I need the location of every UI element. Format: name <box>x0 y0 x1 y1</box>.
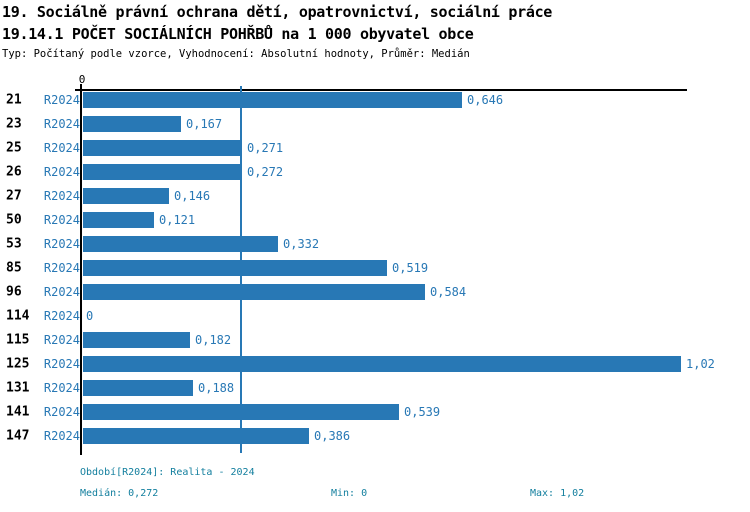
row-category-label: 147 <box>6 428 30 444</box>
bar <box>83 356 681 372</box>
row-period-label: R2024 <box>43 429 80 443</box>
row-period-label: R2024 <box>43 141 80 155</box>
y-axis-line <box>80 84 82 455</box>
row-period-label: R2024 <box>43 261 80 275</box>
row-period-label: R2024 <box>43 93 80 107</box>
footer-median-stat: Medián: 0,272 <box>80 488 159 499</box>
row-category-label: 114 <box>6 308 30 324</box>
row-category-label: 131 <box>6 380 30 396</box>
bar <box>83 428 309 444</box>
row-category-label: 21 <box>6 92 22 108</box>
footer-period-info: Období[R2024]: Realita - 2024 <box>80 467 255 478</box>
bar-row: 141 R2024 0,539 <box>0 400 750 424</box>
bar <box>83 380 193 396</box>
row-category-label: 23 <box>6 116 22 132</box>
row-period-label: R2024 <box>43 405 80 419</box>
bar-row: 26 R2024 0,272 <box>0 160 750 184</box>
bar <box>83 212 154 228</box>
footer-max-stat: Max: 1,02 <box>530 488 585 499</box>
row-period-label: R2024 <box>43 285 80 299</box>
chart-subtitle: Typ: Počítaný podle vzorce, Vyhodnocení:… <box>2 48 470 60</box>
bar-row: 53 R2024 0,332 <box>0 232 750 256</box>
row-category-label: 141 <box>6 404 30 420</box>
bar-row: 125 R2024 1,02 <box>0 352 750 376</box>
row-period-label: R2024 <box>43 213 80 227</box>
bar-value-label: 0,386 <box>314 429 351 443</box>
bar <box>83 260 387 276</box>
footer-min-stat: Min: 0 <box>331 488 368 499</box>
bar-value-label: 0 <box>86 309 94 323</box>
bar-value-label: 0,272 <box>247 165 284 179</box>
row-period-label: R2024 <box>43 237 80 251</box>
row-period-label: R2024 <box>43 189 80 203</box>
row-category-label: 50 <box>6 212 22 228</box>
bar-value-label: 0,167 <box>186 117 223 131</box>
bar-value-label: 0,146 <box>174 189 211 203</box>
row-category-label: 25 <box>6 140 22 156</box>
x-axis-line <box>75 89 687 91</box>
bar <box>83 92 462 108</box>
bar <box>83 116 181 132</box>
bar-row: 114 R2024 0 <box>0 304 750 328</box>
bar <box>83 236 278 252</box>
bar <box>83 284 425 300</box>
row-period-label: R2024 <box>43 357 80 371</box>
bar-value-label: 0,332 <box>283 237 320 251</box>
row-period-label: R2024 <box>43 117 80 131</box>
bar-row: 27 R2024 0,146 <box>0 184 750 208</box>
row-period-label: R2024 <box>43 333 80 347</box>
bar-row: 23 R2024 0,167 <box>0 112 750 136</box>
row-category-label: 85 <box>6 260 22 276</box>
row-category-label: 27 <box>6 188 22 204</box>
row-period-label: R2024 <box>43 309 80 323</box>
bar <box>83 332 190 348</box>
bar-row: 50 R2024 0,121 <box>0 208 750 232</box>
bar-row: 147 R2024 0,386 <box>0 424 750 448</box>
x-axis-zero-tick-label: 0 <box>78 73 86 86</box>
bar-value-label: 0,539 <box>404 405 441 419</box>
chart-category-title: 19. Sociálně právní ochrana dětí, opatro… <box>2 3 553 21</box>
row-category-label: 125 <box>6 356 30 372</box>
bar <box>83 140 242 156</box>
bar-rows-container: 21 R2024 0,646 23 R2024 0,167 25 R2024 0,271 26 R2… <box>0 88 750 448</box>
bar-row: 115 R2024 0,182 <box>0 328 750 352</box>
bar-value-label: 0,271 <box>247 141 284 155</box>
bar-row: 131 R2024 0,188 <box>0 376 750 400</box>
bar <box>83 404 399 420</box>
bar-value-label: 1,02 <box>686 357 715 371</box>
bar-value-label: 0,188 <box>198 381 235 395</box>
bar-row: 21 R2024 0,646 <box>0 88 750 112</box>
bar-value-label: 0,121 <box>159 213 196 227</box>
row-period-label: R2024 <box>43 381 80 395</box>
bar-row: 25 R2024 0,271 <box>0 136 750 160</box>
row-category-label: 53 <box>6 236 22 252</box>
bar <box>83 188 169 204</box>
bar-value-label: 0,646 <box>467 93 504 107</box>
chart-indicator-title: 19.14.1 POČET SOCIÁLNÍCH POHŘBŮ na 1 000… <box>2 25 474 43</box>
row-category-label: 115 <box>6 332 30 348</box>
bar-row: 96 R2024 0,584 <box>0 280 750 304</box>
bar-value-label: 0,182 <box>195 333 232 347</box>
bar-row: 85 R2024 0,519 <box>0 256 750 280</box>
row-category-label: 26 <box>6 164 22 180</box>
bar-value-label: 0,519 <box>392 261 429 275</box>
row-period-label: R2024 <box>43 165 80 179</box>
row-category-label: 96 <box>6 284 22 300</box>
bar <box>83 164 242 180</box>
bar-value-label: 0,584 <box>430 285 467 299</box>
